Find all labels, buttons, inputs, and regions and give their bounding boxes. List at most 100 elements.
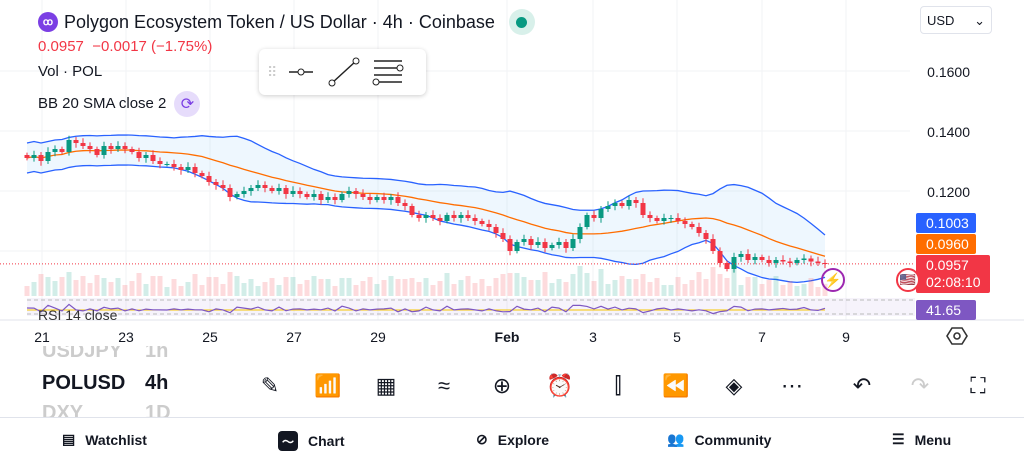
candle-body <box>689 224 695 227</box>
trend-line-icon[interactable] <box>327 56 361 88</box>
volume-bar <box>24 286 30 296</box>
templates-icon[interactable]: ▦ <box>375 373 397 398</box>
volume-bar <box>45 277 51 296</box>
candle-body <box>605 206 611 209</box>
time-label: 27 <box>286 329 302 345</box>
volume-bar <box>430 285 436 296</box>
volume-bar <box>647 282 653 296</box>
volume-bar <box>738 285 744 296</box>
nav-menu[interactable]: ☰ Menu <box>892 431 952 448</box>
volume-bar <box>479 279 485 296</box>
volume-bar <box>227 272 233 296</box>
picker-interval[interactable]: 1D <box>145 402 171 417</box>
volume-bar <box>787 281 793 296</box>
volume-bar <box>682 284 688 296</box>
nav-watchlist[interactable]: ▤ Watchlist <box>62 431 147 448</box>
volume-bar <box>591 281 597 296</box>
volume-bar <box>780 285 786 296</box>
candle-body <box>206 176 212 182</box>
picker-interval[interactable]: 1h <box>145 346 169 362</box>
volume-bar <box>290 277 296 296</box>
picker-symbol[interactable]: DXY <box>42 402 84 417</box>
volume-bar <box>507 273 513 296</box>
compare-icon[interactable]: ≈ <box>437 373 451 398</box>
nav-explore[interactable]: ⊘ Explore <box>476 431 550 448</box>
last-price-tag: 0.0957 02:08:10 <box>916 255 990 293</box>
candle-body <box>94 149 100 155</box>
sync-icon[interactable]: ⟳ <box>174 91 201 117</box>
candle-body <box>248 188 254 191</box>
chart-type-icon[interactable]: ⫿ <box>614 373 622 398</box>
candle-body <box>122 146 128 149</box>
replay-icon[interactable]: ⏪ <box>662 373 690 398</box>
volume-bar <box>171 279 177 296</box>
volume-bar <box>493 278 499 296</box>
settings-icon[interactable] <box>946 326 968 346</box>
fib-levels-icon[interactable] <box>371 57 405 87</box>
volume-bar <box>388 276 394 296</box>
nav-chart[interactable]: 〜 Chart <box>278 431 345 451</box>
volume-bar <box>157 276 163 296</box>
picker-symbol-selected[interactable]: POLUSD <box>42 372 126 394</box>
bollinger-upper-line <box>26 134 826 236</box>
draw-icon[interactable]: ✎ <box>260 373 280 398</box>
indicators-icon[interactable]: 📶 <box>314 373 342 398</box>
lightning-icon[interactable]: ⚡ <box>821 268 845 292</box>
bollinger-fill <box>27 135 825 283</box>
volume-bar <box>213 277 219 296</box>
volume-bar <box>94 275 100 296</box>
volume-bar <box>143 284 149 296</box>
time-label: 3 <box>589 329 597 345</box>
volume-bar <box>703 279 709 296</box>
candle-body <box>164 164 170 165</box>
volume-bar <box>360 281 366 296</box>
candle-body <box>157 161 163 164</box>
picker-interval-selected[interactable]: 4h <box>145 372 169 394</box>
volume-bar <box>605 284 611 296</box>
picker-symbol[interactable]: USDJPY <box>42 346 123 362</box>
volume-bar <box>318 279 324 296</box>
volume-bar <box>437 281 443 296</box>
candle-body <box>416 215 422 218</box>
candle-body <box>633 200 639 203</box>
candle-body <box>108 146 114 149</box>
candle-body <box>101 146 107 155</box>
time-label: 21 <box>34 329 50 345</box>
symbol-picker[interactable]: USDJPY 1h POLUSD 4h DXY 1D <box>0 346 1024 417</box>
more-icon[interactable]: ⋯ <box>781 373 803 398</box>
us-flag-icon[interactable]: 🇺🇸 <box>896 268 920 292</box>
basis-tag: 0.0960 <box>916 234 976 254</box>
symbol-title[interactable]: ꝏ Polygon Ecosystem Token / US Dollar · … <box>38 9 535 35</box>
fullscreen-icon[interactable]: ⛶ <box>970 373 986 398</box>
layers-icon[interactable]: ◈ <box>725 373 743 398</box>
currency-select[interactable]: USD ⌄ <box>920 6 992 34</box>
candle-body <box>381 197 387 200</box>
volume-bar <box>661 285 667 296</box>
candle-body <box>115 146 121 149</box>
bb-legend[interactable]: BB 20 SMA close 2 ⟳ <box>38 91 201 117</box>
horizontal-ray-icon[interactable] <box>285 62 317 82</box>
volume-bar <box>262 282 268 296</box>
drag-handle-icon[interactable]: ⠿ <box>267 63 277 80</box>
volume-legend[interactable]: Vol · POL <box>38 63 103 80</box>
candle-body <box>773 260 779 263</box>
candle-body <box>766 260 772 263</box>
nav-community[interactable]: 👥 Community <box>667 431 772 448</box>
undo-icon[interactable]: ↶ <box>852 373 872 398</box>
redo-icon[interactable]: ↷ <box>910 373 930 398</box>
add-icon[interactable]: ⊕ <box>492 373 512 398</box>
volume-bar <box>451 284 457 296</box>
alert-icon[interactable]: ⏰ <box>546 373 574 398</box>
price-chart[interactable] <box>0 0 1024 350</box>
candle-body <box>612 203 618 206</box>
volume-bar <box>80 276 86 296</box>
volume-bar <box>710 267 716 296</box>
volume-bar <box>136 273 142 296</box>
volume-bar <box>598 269 604 296</box>
rsi-band <box>27 298 915 316</box>
candle-body <box>150 155 156 161</box>
volume-bar <box>374 284 380 296</box>
bollinger-basis-line <box>26 149 826 257</box>
rsi-legend[interactable]: RSI 14 close <box>38 307 118 323</box>
candle-body <box>794 260 800 263</box>
